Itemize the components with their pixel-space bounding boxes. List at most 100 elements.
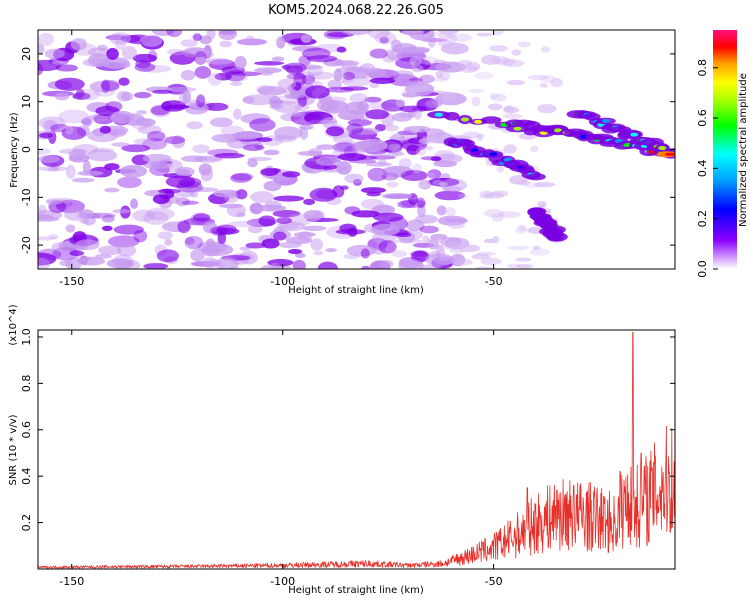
heatmap-noise-cell bbox=[58, 109, 89, 124]
heatmap-noise-cell bbox=[77, 170, 104, 176]
heatmap-noise-cell bbox=[130, 198, 139, 209]
heatmap-noise-cell bbox=[242, 94, 275, 106]
heatmap-noise-cell bbox=[181, 200, 199, 205]
heatmap-noise-cell bbox=[133, 138, 156, 145]
heatmap-noise-cell bbox=[254, 204, 287, 212]
heatmap-noise-cell bbox=[489, 55, 510, 64]
heatmap-noise-cell bbox=[291, 111, 302, 117]
heatmap-noise-cell bbox=[474, 71, 494, 80]
heatmap-noise-cell bbox=[101, 225, 113, 232]
heatmap-noise-cell bbox=[495, 58, 516, 66]
heatmap-noise-cell bbox=[70, 38, 87, 51]
heatmap-noise-cell bbox=[220, 125, 245, 136]
heatmap-noise-cell bbox=[364, 96, 382, 103]
heatmap-noise-cell bbox=[230, 173, 252, 183]
heatmap-noise-cell bbox=[65, 164, 76, 179]
heatmap-noise-cell bbox=[496, 166, 504, 173]
heatmap-noise-cell bbox=[399, 105, 428, 113]
heatmap-noise-cell bbox=[410, 250, 427, 257]
heatmap-ridge-peak bbox=[461, 117, 470, 122]
heatmap-noise-cell bbox=[273, 195, 305, 202]
heatmap-noise-cell bbox=[254, 61, 285, 66]
heatmap-noise-cell bbox=[178, 177, 202, 188]
heatmap-ridge-peak bbox=[630, 132, 639, 137]
heatmap-noise-cell bbox=[147, 50, 158, 62]
heatmap-y-label: Frequency (Hz) bbox=[9, 112, 20, 188]
heatmap-noise-cell bbox=[382, 193, 413, 200]
heatmap-noise-cell bbox=[116, 244, 137, 257]
heatmap-noise-cell bbox=[260, 168, 279, 176]
heatmap-noise-cell bbox=[516, 264, 534, 269]
heatmap-noise-cell bbox=[340, 185, 349, 190]
heatmap-noise-cell bbox=[530, 145, 539, 153]
heatmap-noise-cell bbox=[214, 72, 233, 81]
heatmap-noise-cell bbox=[185, 237, 195, 245]
heatmap-y-tick-label: 20 bbox=[20, 47, 33, 61]
heatmap-noise-cell bbox=[303, 209, 323, 221]
heatmap-noise-cell bbox=[203, 102, 229, 111]
heatmap-noise-cell bbox=[448, 222, 466, 229]
heatmap-noise-cell bbox=[230, 81, 243, 86]
heatmap-noise-cell bbox=[503, 105, 515, 112]
colorbar-tick-label: 0.8 bbox=[696, 59, 709, 77]
heatmap-ridge-cell bbox=[444, 111, 460, 121]
heatmap-noise-cell bbox=[292, 259, 306, 269]
heatmap-noise-cell bbox=[117, 176, 142, 189]
heatmap-noise-cell bbox=[491, 190, 509, 197]
heatmap-noise-cell bbox=[409, 56, 422, 66]
heatmap-noise-cell bbox=[300, 34, 312, 43]
heatmap-y-tick-label: 10 bbox=[20, 95, 33, 109]
heatmap-noise-cell bbox=[515, 225, 528, 234]
heatmap-noise-cell bbox=[167, 48, 185, 56]
heatmap-noise-cell bbox=[412, 84, 427, 92]
heatmap-noise-cell bbox=[245, 35, 255, 43]
heatmap-noise-cell bbox=[435, 61, 467, 73]
heatmap-noise-cell bbox=[401, 47, 429, 55]
heatmap-noise-cell bbox=[110, 110, 135, 124]
heatmap-noise-cell bbox=[299, 127, 309, 140]
heatmap-noise-cell bbox=[418, 179, 432, 190]
heatmap-noise-cell bbox=[400, 170, 428, 182]
heatmap-y-ticks: -20 -10 0 10 20 bbox=[20, 47, 675, 254]
heatmap-noise-cell bbox=[379, 36, 389, 44]
heatmap-noise-cell bbox=[306, 66, 324, 77]
heatmap-noise-cell bbox=[276, 36, 286, 49]
heatmap-noise-cell bbox=[51, 60, 67, 65]
heatmap-noise-cell bbox=[51, 241, 76, 252]
heatmap-noise-cell bbox=[194, 66, 212, 79]
heatmap-noise-cell bbox=[333, 60, 360, 67]
heatmap-noise-cell bbox=[256, 137, 273, 142]
heatmap-noise-cell bbox=[210, 226, 229, 236]
heatmap-noise-cell bbox=[293, 72, 307, 87]
heatmap-noise-cell bbox=[304, 109, 325, 119]
heatmap-noise-cell bbox=[119, 164, 148, 178]
heatmap-noise-cell bbox=[407, 80, 425, 87]
heatmap-noise-cell bbox=[156, 249, 180, 263]
heatmap-noise-cell bbox=[436, 205, 447, 216]
heatmap-noise-cell bbox=[44, 48, 65, 59]
heatmap-noise-cell bbox=[351, 140, 381, 154]
heatmap-noise-cell bbox=[402, 30, 424, 36]
heatmap-noise-cell bbox=[443, 156, 462, 162]
heatmap-noise-cell bbox=[269, 262, 281, 269]
heatmap-noise-cell bbox=[164, 136, 186, 145]
heatmap-noise-cell bbox=[427, 237, 445, 244]
heatmap-noise-cell bbox=[373, 212, 404, 222]
heatmap-noise-cell bbox=[215, 257, 240, 269]
heatmap-noise-cell bbox=[228, 190, 239, 200]
heatmap-noise-cell bbox=[231, 172, 254, 181]
heatmap-noise-cell bbox=[82, 116, 93, 127]
heatmap-noise-cell bbox=[302, 225, 327, 232]
heatmap-y-tick-label: -20 bbox=[20, 236, 33, 254]
heatmap-noise-cell bbox=[177, 168, 190, 176]
heatmap-noise-cell bbox=[327, 79, 342, 90]
heatmap-x-tick-label: -150 bbox=[59, 275, 84, 288]
heatmap-noise-cell bbox=[282, 171, 301, 178]
heatmap-noise-cell bbox=[130, 117, 151, 130]
colorbar-gradient bbox=[713, 30, 737, 269]
heatmap-x-tick-label: -100 bbox=[270, 275, 295, 288]
heatmap-noise-cell bbox=[415, 214, 438, 224]
heatmap-noise-cell bbox=[492, 235, 500, 244]
heatmap-noise-cell bbox=[315, 156, 342, 167]
